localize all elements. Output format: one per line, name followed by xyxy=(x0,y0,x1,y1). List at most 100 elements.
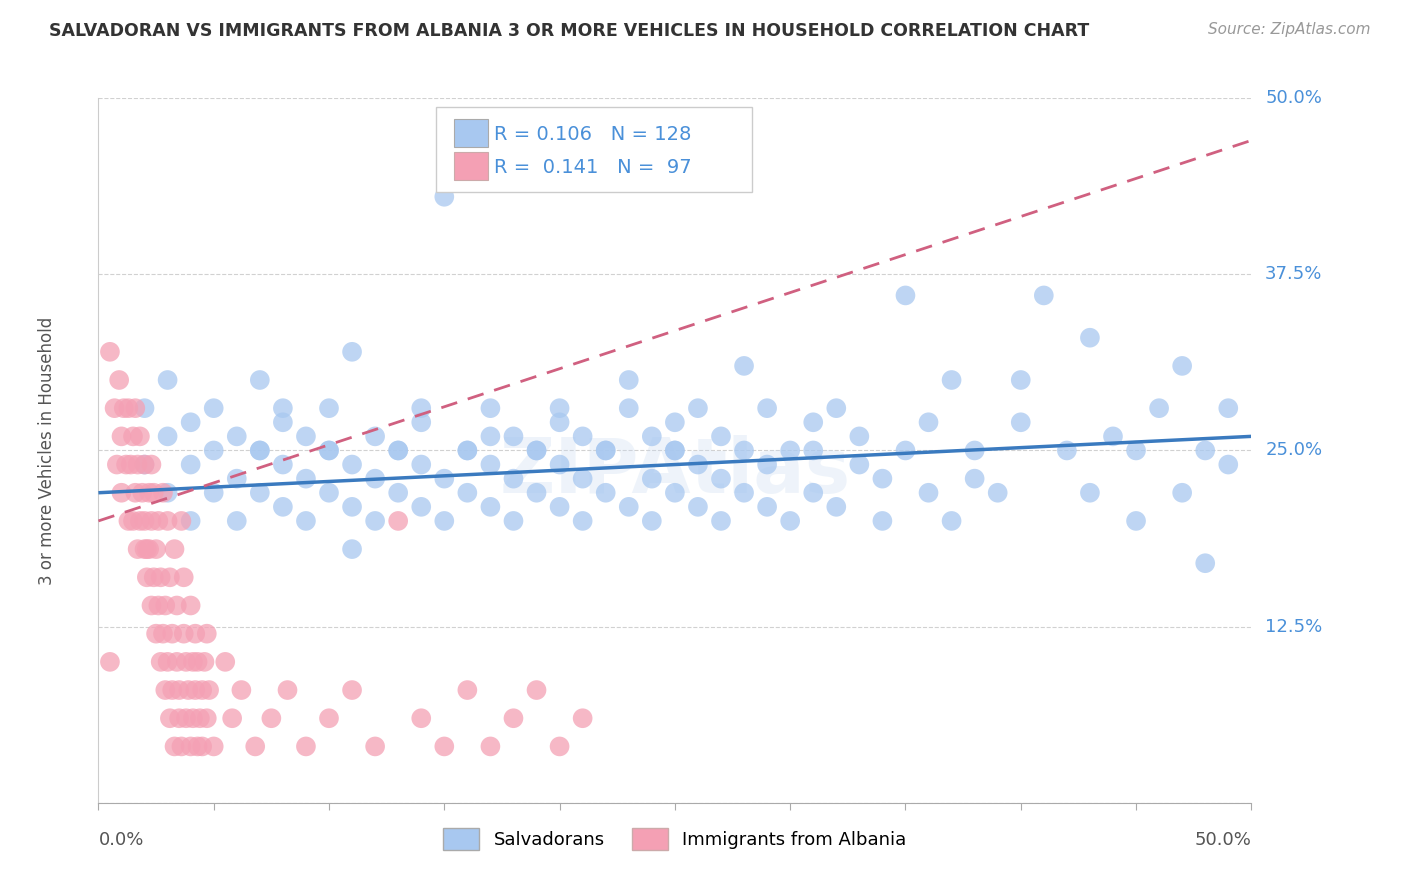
Text: 50.0%: 50.0% xyxy=(1195,831,1251,849)
Point xyxy=(548,739,571,754)
Point xyxy=(502,429,524,443)
Point xyxy=(779,514,801,528)
Point xyxy=(152,626,174,640)
Point xyxy=(135,542,157,557)
Point xyxy=(188,711,211,725)
Point xyxy=(98,344,121,359)
Point xyxy=(231,683,253,698)
Point xyxy=(260,711,283,725)
Point xyxy=(502,514,524,528)
Point xyxy=(155,683,177,698)
Point xyxy=(174,711,197,725)
Point xyxy=(340,542,363,557)
Point xyxy=(141,599,163,613)
Point xyxy=(1194,443,1216,458)
Point xyxy=(664,485,686,500)
Point xyxy=(318,443,340,458)
Point xyxy=(433,190,456,204)
Point xyxy=(617,401,640,416)
Point xyxy=(129,429,152,443)
Point xyxy=(340,500,363,514)
Point xyxy=(595,443,617,458)
Point xyxy=(103,401,125,416)
Point xyxy=(160,626,183,640)
Point xyxy=(801,415,824,429)
Point xyxy=(595,443,617,458)
Point xyxy=(214,655,236,669)
Point xyxy=(195,711,218,725)
Point xyxy=(456,443,478,458)
Point xyxy=(1218,401,1240,416)
Point xyxy=(142,485,165,500)
Point xyxy=(173,570,195,584)
Point xyxy=(894,443,917,458)
Point xyxy=(733,359,755,373)
Point xyxy=(249,373,271,387)
Point xyxy=(548,458,571,472)
Point xyxy=(548,415,571,429)
Point xyxy=(187,739,209,754)
Point xyxy=(686,458,709,472)
Point xyxy=(801,485,824,500)
Point xyxy=(479,500,502,514)
Point xyxy=(387,443,409,458)
Point xyxy=(364,739,387,754)
Point xyxy=(526,443,548,458)
Point xyxy=(502,472,524,486)
Point xyxy=(134,458,156,472)
Point xyxy=(710,472,733,486)
Point xyxy=(479,429,502,443)
Point xyxy=(198,683,221,698)
Text: R = 0.106   N = 128: R = 0.106 N = 128 xyxy=(494,125,690,144)
Point xyxy=(1171,485,1194,500)
Point xyxy=(276,683,298,698)
Point xyxy=(108,373,131,387)
Point xyxy=(156,485,179,500)
Point xyxy=(160,683,183,698)
Point xyxy=(167,683,190,698)
Point xyxy=(641,472,664,486)
Point xyxy=(177,683,200,698)
Point xyxy=(571,472,593,486)
Point xyxy=(112,401,135,416)
Point xyxy=(318,443,340,458)
Point xyxy=(174,655,197,669)
Point xyxy=(872,472,894,486)
Point xyxy=(411,415,433,429)
Point xyxy=(148,514,170,528)
Point xyxy=(941,373,963,387)
Point xyxy=(1147,401,1170,416)
Point xyxy=(180,458,202,472)
Point xyxy=(127,458,149,472)
Point xyxy=(1056,443,1078,458)
Point xyxy=(987,485,1010,500)
Point xyxy=(664,443,686,458)
Point xyxy=(1194,556,1216,570)
Point xyxy=(433,514,456,528)
Point xyxy=(756,500,779,514)
Point xyxy=(1171,359,1194,373)
Point xyxy=(225,472,247,486)
Point xyxy=(295,472,318,486)
Point xyxy=(142,570,165,584)
Point xyxy=(124,401,146,416)
Point xyxy=(686,401,709,416)
Point xyxy=(134,542,156,557)
Point xyxy=(387,485,409,500)
Point xyxy=(127,542,149,557)
Point xyxy=(180,415,202,429)
Point xyxy=(318,711,340,725)
Point xyxy=(225,429,247,443)
Point xyxy=(173,626,195,640)
Point xyxy=(733,443,755,458)
Point xyxy=(105,458,128,472)
Point xyxy=(825,401,848,416)
Point xyxy=(184,626,207,640)
Point xyxy=(295,739,318,754)
Point xyxy=(617,500,640,514)
Point xyxy=(271,458,294,472)
Legend: Salvadorans, Immigrants from Albania: Salvadorans, Immigrants from Albania xyxy=(436,821,914,857)
Point xyxy=(180,739,202,754)
Point xyxy=(318,485,340,500)
Point xyxy=(548,500,571,514)
